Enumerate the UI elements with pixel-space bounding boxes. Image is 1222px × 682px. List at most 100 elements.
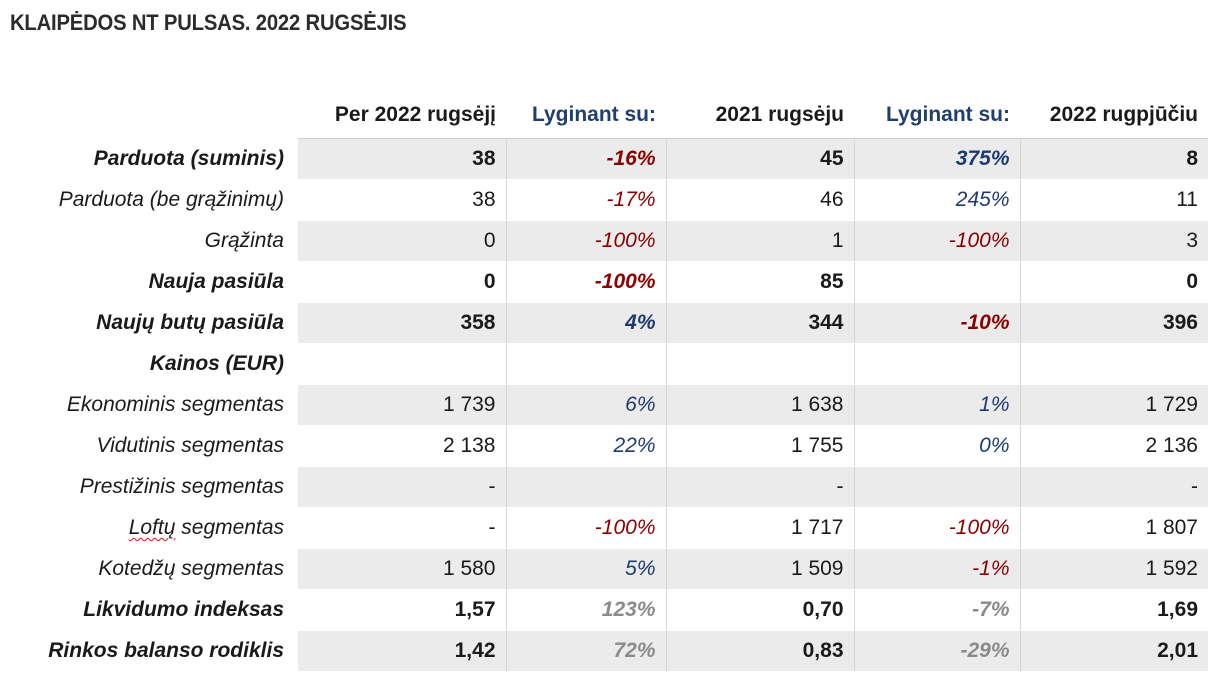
- cell-last-year: 0,70: [666, 589, 855, 631]
- table-row: Ekonominis segmentas 1 739 6% 1 638 1% 1…: [0, 384, 1208, 426]
- cell-current: 0: [298, 220, 507, 262]
- cell-last-month: 2 136: [1020, 425, 1208, 467]
- header-compare-1: Lyginant su:: [506, 92, 666, 139]
- row-label: Nauja pasiūla: [0, 261, 298, 303]
- cell-current: 1 739: [298, 384, 507, 426]
- cell-last-month: 396: [1020, 302, 1208, 344]
- table-row: Rinkos balanso rodiklis 1,42 72% 0,83 -2…: [0, 630, 1208, 672]
- cell-change-2: [854, 466, 1021, 508]
- row-label-underlined-word: Loftų: [128, 516, 176, 539]
- row-label: Prestižinis segmentas: [0, 466, 298, 508]
- cell-change-2: 1%: [854, 384, 1021, 426]
- header-last-month: 2022 rugpjūčiu: [1020, 92, 1208, 139]
- cell-last-year: [666, 343, 855, 385]
- cell-change-1: 6%: [506, 384, 667, 426]
- row-label: Loftų segmentas: [0, 507, 298, 549]
- cell-change-1: 72%: [506, 630, 667, 672]
- cell-current: [298, 343, 507, 385]
- cell-current: 1 580: [298, 548, 507, 590]
- cell-change-2: 245%: [854, 179, 1021, 221]
- table-row: Kainos (EUR): [0, 343, 1208, 385]
- cell-last-month: 3: [1020, 220, 1208, 262]
- cell-change-1: 4%: [506, 302, 667, 344]
- header-empty: [0, 92, 298, 139]
- cell-change-1: -100%: [506, 220, 667, 262]
- row-label: Parduota (be grąžinimų): [0, 179, 298, 221]
- cell-last-year: 1: [666, 220, 855, 262]
- cell-change-2: [854, 261, 1021, 303]
- cell-change-2: -7%: [854, 589, 1021, 631]
- cell-current: -: [298, 466, 507, 508]
- cell-change-1: 5%: [506, 548, 667, 590]
- header-compare-2: Lyginant su:: [854, 92, 1020, 139]
- cell-current: -: [298, 507, 507, 549]
- cell-last-year: 1 509: [666, 548, 855, 590]
- table-row: Prestižinis segmentas - - -: [0, 466, 1208, 508]
- cell-change-2: -100%: [854, 507, 1021, 549]
- cell-current: 358: [298, 302, 507, 344]
- row-label: Grąžinta: [0, 220, 298, 262]
- cell-last-year: 1 717: [666, 507, 855, 549]
- cell-last-month: 1,69: [1020, 589, 1208, 631]
- data-table: Per 2022 rugsėjį Lyginant su: 2021 rugsė…: [0, 92, 1208, 672]
- page-title: KLAIPĖDOS NT PULSAS. 2022 RUGSĖJIS: [10, 10, 407, 35]
- cell-change-1: 22%: [506, 425, 667, 467]
- row-label: Likvidumo indeksas: [0, 589, 298, 631]
- row-label: Naujų butų pasiūla: [0, 302, 298, 344]
- cell-last-year: -: [666, 466, 855, 508]
- cell-change-2: -1%: [854, 548, 1021, 590]
- table-row: Likvidumo indeksas 1,57 123% 0,70 -7% 1,…: [0, 589, 1208, 631]
- cell-change-1: -100%: [506, 507, 667, 549]
- cell-change-1: [506, 343, 667, 385]
- cell-current: 2 138: [298, 425, 507, 467]
- row-label: Ekonominis segmentas: [0, 384, 298, 426]
- row-label: Kotedžų segmentas: [0, 548, 298, 590]
- table-row: Grąžinta 0 -100% 1 -100% 3: [0, 220, 1208, 262]
- cell-last-year: 45: [666, 138, 855, 180]
- header-current-period: Per 2022 rugsėjį: [298, 92, 506, 139]
- cell-last-month: 1 592: [1020, 548, 1208, 590]
- cell-last-year: 85: [666, 261, 855, 303]
- cell-last-month: 0: [1020, 261, 1208, 303]
- cell-last-month: 1 807: [1020, 507, 1208, 549]
- cell-last-year: 1 755: [666, 425, 855, 467]
- row-label: Vidutinis segmentas: [0, 425, 298, 467]
- table-row: Parduota (suminis) 38 -16% 45 375% 8: [0, 138, 1208, 180]
- table-row: Nauja pasiūla 0 -100% 85 0: [0, 261, 1208, 303]
- cell-current: 0: [298, 261, 507, 303]
- row-label-rest: segmentas: [175, 516, 284, 539]
- header-row: Per 2022 rugsėjį Lyginant su: 2021 rugsė…: [0, 92, 1208, 139]
- table-row: Loftų segmentas - -100% 1 717 -100% 1 80…: [0, 507, 1208, 549]
- cell-current: 38: [298, 138, 507, 180]
- cell-current: 1,57: [298, 589, 507, 631]
- cell-change-1: -16%: [506, 138, 667, 180]
- cell-last-month: -: [1020, 466, 1208, 508]
- cell-change-2: [854, 343, 1021, 385]
- cell-change-1: [506, 466, 667, 508]
- cell-change-1: -100%: [506, 261, 667, 303]
- cell-last-month: 2,01: [1020, 630, 1208, 672]
- cell-change-2: -29%: [854, 630, 1021, 672]
- cell-last-month: 11: [1020, 179, 1208, 221]
- cell-last-year: 1 638: [666, 384, 855, 426]
- row-label: Rinkos balanso rodiklis: [0, 630, 298, 672]
- cell-last-month: 8: [1020, 138, 1208, 180]
- cell-current: 38: [298, 179, 507, 221]
- cell-last-year: 344: [666, 302, 855, 344]
- cell-last-month: [1020, 343, 1208, 385]
- table-row: Naujų butų pasiūla 358 4% 344 -10% 396: [0, 302, 1208, 344]
- cell-last-year: 0,83: [666, 630, 855, 672]
- row-label: Kainos (EUR): [0, 343, 298, 385]
- cell-change-2: 375%: [854, 138, 1021, 180]
- cell-change-1: -17%: [506, 179, 667, 221]
- cell-change-2: -10%: [854, 302, 1021, 344]
- cell-change-1: 123%: [506, 589, 667, 631]
- cell-change-2: -100%: [854, 220, 1021, 262]
- table-row: Parduota (be grąžinimų) 38 -17% 46 245% …: [0, 179, 1208, 221]
- row-label: Parduota (suminis): [0, 138, 298, 180]
- cell-change-2: 0%: [854, 425, 1021, 467]
- cell-last-year: 46: [666, 179, 855, 221]
- cell-current: 1,42: [298, 630, 507, 672]
- table-row: Vidutinis segmentas 2 138 22% 1 755 0% 2…: [0, 425, 1208, 467]
- cell-last-month: 1 729: [1020, 384, 1208, 426]
